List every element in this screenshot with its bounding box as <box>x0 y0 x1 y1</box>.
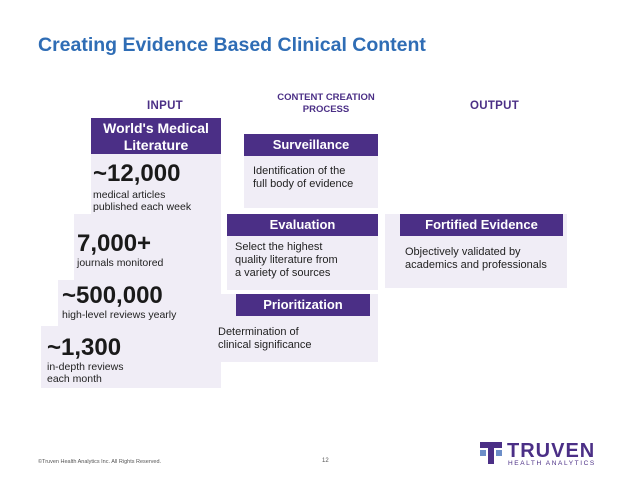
logo-subtitle: HEALTH ANALYTICS <box>508 460 596 467</box>
page-number: 12 <box>322 458 329 464</box>
process-card-body: Determination of clinical significance <box>210 316 378 352</box>
process-header-line1: CONTENT CREATION <box>277 92 375 103</box>
process-card-line3: a variety of sources <box>235 267 331 279</box>
process-card-evaluation: Evaluation Select the highest quality li… <box>227 214 378 290</box>
stat-label-line2: each month <box>47 373 102 385</box>
process-card-surveillance: Surveillance Identification of the full … <box>244 134 378 208</box>
stat-journals: 7,000+ journals monitored <box>77 230 164 270</box>
stat-label-line2: published each week <box>93 201 192 213</box>
output-card: Fortified Evidence Objectively validated… <box>385 214 567 288</box>
process-card-line2: quality literature from <box>235 254 338 266</box>
copyright-footer: ©Truven Health Analytics Inc. All Rights… <box>38 459 162 465</box>
stat-number: ~12,000 <box>93 160 181 187</box>
input-header-bar: World's Medical Literature <box>91 118 221 154</box>
process-column-header: CONTENT CREATION PROCESS <box>262 92 390 116</box>
logo-wordmark: TRUVEN <box>507 440 596 462</box>
stat-label-line1: journals monitored <box>77 257 164 269</box>
output-card-line1: Objectively validated by <box>405 246 521 258</box>
input-panel-step-4 <box>41 326 221 388</box>
stat-reviews-monthly: ~1,300 in-depth reviews each month <box>47 334 124 386</box>
output-card-line2: academics and professionals <box>405 259 547 271</box>
process-card-title: Evaluation <box>227 214 378 236</box>
process-card-line2: full body of evidence <box>253 178 354 190</box>
stat-number: ~500,000 <box>62 282 163 309</box>
truven-logo-icon <box>480 442 502 464</box>
input-header-line1: World's Medical <box>103 120 209 136</box>
stat-label-line1: in-depth reviews <box>47 361 124 373</box>
process-card-title: Prioritization <box>236 294 370 316</box>
output-card-body: Objectively validated by academics and p… <box>385 236 567 272</box>
process-card-body: Identification of the full body of evide… <box>244 156 378 191</box>
process-card-line1: Determination of <box>218 326 299 338</box>
input-header-line2: Literature <box>123 137 189 153</box>
process-card-body: Select the highest quality literature fr… <box>227 236 378 280</box>
process-card-line2: clinical significance <box>218 339 312 351</box>
input-panel-step-3 <box>58 280 221 326</box>
output-card-title: Fortified Evidence <box>400 214 563 236</box>
input-column-header: INPUT <box>147 100 183 112</box>
page-title: Creating Evidence Based Clinical Content <box>38 34 426 56</box>
stat-reviews-yearly: ~500,000 high-level reviews yearly <box>62 282 177 322</box>
stat-label-line1: medical articles <box>93 189 166 201</box>
process-card-title: Surveillance <box>244 134 378 156</box>
stat-number: 7,000+ <box>77 230 152 257</box>
input-panel-step-2 <box>74 214 221 280</box>
process-card-line1: Identification of the <box>253 165 346 177</box>
stat-number: ~1,300 <box>47 334 122 361</box>
process-header-line2: PROCESS <box>302 104 350 115</box>
stat-articles: ~12,000 medical articles published each … <box>93 160 192 214</box>
stat-label-line1: high-level reviews yearly <box>62 309 177 321</box>
output-column-header: OUTPUT <box>470 100 520 112</box>
process-card-line1: Select the highest <box>235 241 323 253</box>
process-card-prioritization: Prioritization Determination of clinical… <box>210 294 378 362</box>
